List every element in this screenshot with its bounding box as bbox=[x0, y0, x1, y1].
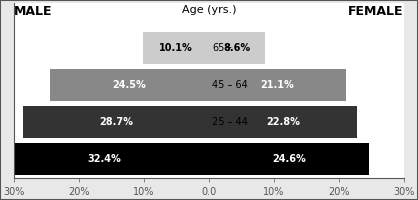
Text: 22.8%: 22.8% bbox=[266, 117, 300, 127]
Text: 32.4%: 32.4% bbox=[87, 154, 121, 164]
Bar bbox=[209, 143, 369, 175]
Text: 24.6%: 24.6% bbox=[272, 154, 306, 164]
Bar bbox=[0, 143, 209, 175]
Bar bbox=[209, 32, 265, 64]
Bar bbox=[143, 32, 209, 64]
Text: 18 – 24: 18 – 24 bbox=[212, 154, 248, 164]
Bar bbox=[209, 106, 357, 138]
Text: MALE: MALE bbox=[14, 5, 53, 18]
Bar bbox=[209, 69, 346, 101]
Text: FEMALE: FEMALE bbox=[348, 5, 404, 18]
Text: 10.1%: 10.1% bbox=[159, 43, 193, 53]
Text: 25 – 44: 25 – 44 bbox=[212, 117, 248, 127]
Bar bbox=[50, 69, 209, 101]
Text: Age (yrs.): Age (yrs.) bbox=[182, 5, 236, 15]
Text: 21.1%: 21.1% bbox=[261, 80, 294, 90]
Text: 65+: 65+ bbox=[212, 43, 233, 53]
Text: 24.5%: 24.5% bbox=[112, 80, 146, 90]
Text: 45 – 64: 45 – 64 bbox=[212, 80, 248, 90]
Text: 28.7%: 28.7% bbox=[99, 117, 133, 127]
Text: 8.6%: 8.6% bbox=[223, 43, 250, 53]
Bar bbox=[23, 106, 209, 138]
